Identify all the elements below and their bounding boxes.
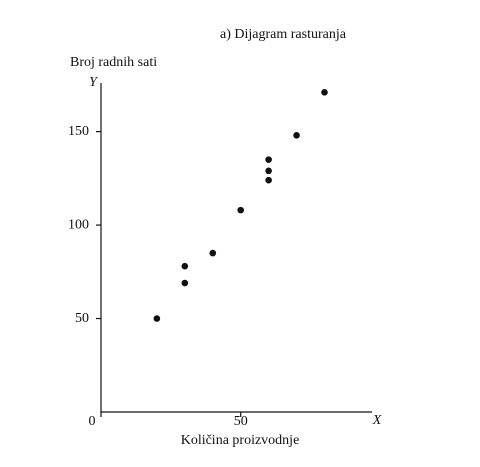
point <box>321 89 328 96</box>
point <box>265 156 272 163</box>
point <box>265 167 272 175</box>
point <box>181 262 189 270</box>
point <box>181 279 189 287</box>
y-tick-label: 100 <box>68 217 89 232</box>
point <box>153 315 161 322</box>
y-axis-name: Y <box>89 75 99 90</box>
chart-title: a) Dijagram rasturanja <box>220 27 347 42</box>
y-axis-label: Broj radnih sati <box>70 55 157 70</box>
point <box>209 249 217 257</box>
point <box>237 206 244 214</box>
x-tick-label: 50 <box>234 414 248 429</box>
x-axis-label: Količina proizvodnje <box>181 433 300 448</box>
x-axis-name: X <box>372 413 382 428</box>
point <box>265 176 272 184</box>
point <box>293 132 300 139</box>
y-tick-label: 150 <box>68 124 89 139</box>
y-tick-label: 50 <box>75 311 89 326</box>
x-tick-label: 0 <box>89 414 96 429</box>
